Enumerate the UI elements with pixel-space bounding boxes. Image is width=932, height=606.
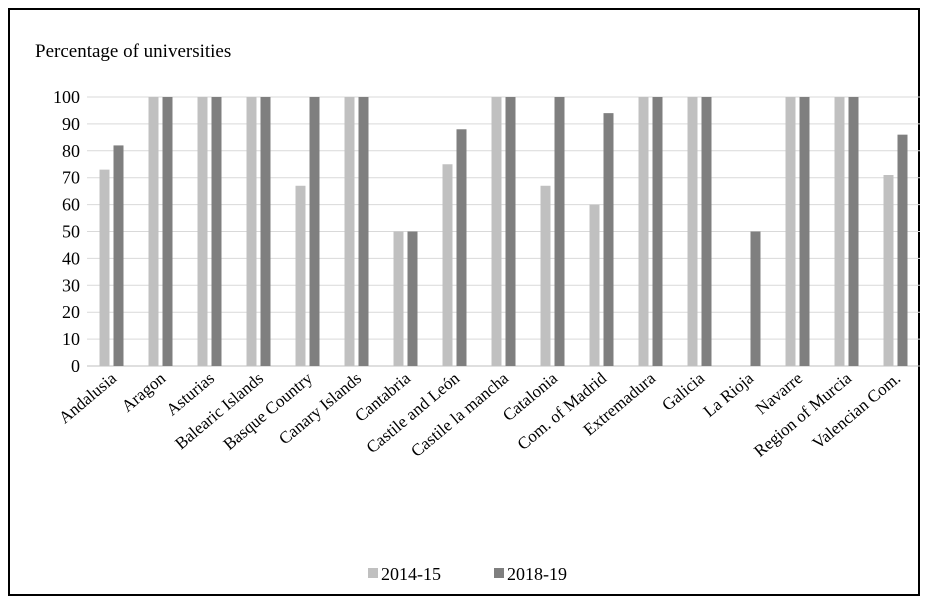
legend-label: 2018-19 [507, 564, 567, 584]
bar-2018-19-asturias [211, 97, 222, 366]
gridlines [87, 96, 920, 367]
bar-2018-19-catalonia [554, 97, 565, 366]
bar-2014-15-andalusia [99, 169, 110, 366]
bar-2014-15-balearic-islands [246, 97, 257, 366]
y-tick-label: 90 [62, 114, 80, 134]
x-tick-label: Andalusia [55, 368, 120, 427]
bar-2014-15-region-of-murcia [834, 97, 845, 366]
legend-label: 2014-15 [381, 564, 441, 584]
x-tick-label: La Rioja [700, 368, 758, 421]
bar-2018-19-com-of-madrid [603, 113, 614, 366]
bar-2018-19-la-rioja [750, 231, 761, 366]
bar-2014-15-com-of-madrid [589, 204, 600, 366]
bar-2014-15-castile-la-mancha [491, 97, 502, 366]
bar-2014-15-basque-country [295, 185, 306, 366]
bar-2018-19-navarre [799, 97, 810, 366]
bar-2014-15-cantabria [393, 231, 404, 366]
x-tick-label: Aragon [118, 368, 170, 416]
bar-2018-19-cantabria [407, 231, 418, 366]
bar-2014-15-navarre [785, 97, 796, 366]
y-tick-label: 0 [71, 356, 80, 376]
y-tick-label: 40 [62, 248, 80, 268]
bar-2014-15-castile-and-le-n [442, 164, 453, 366]
y-tick-label: 100 [53, 87, 80, 107]
bar-2014-15-galicia [687, 97, 698, 366]
y-tick-label: 60 [62, 195, 80, 215]
x-tick-label: Valencian Com. [809, 369, 904, 453]
bar-2018-19-valencian-com- [897, 134, 908, 366]
bar-2018-19-aragon [162, 97, 173, 366]
chart-title: Percentage of universities [35, 41, 231, 62]
y-tick-label: 80 [62, 141, 80, 161]
bar-2018-19-balearic-islands [260, 97, 271, 366]
y-tick-label: 10 [62, 329, 80, 349]
bar-2018-19-canary-islands [358, 97, 369, 366]
bar-2018-19-basque-country [309, 97, 320, 366]
legend: 2014-15 2018-19 [368, 564, 567, 584]
bars [99, 97, 908, 366]
bar-2014-15-canary-islands [344, 97, 355, 366]
bar-2018-19-andalusia [113, 145, 124, 366]
bar-2018-19-extremadura [652, 97, 663, 366]
bar-2018-19-castile-and-le-n [456, 129, 467, 366]
y-tick-label: 50 [62, 222, 80, 242]
legend-swatch [494, 568, 504, 578]
legend-swatch [368, 568, 378, 578]
y-tick-label: 70 [62, 168, 80, 188]
y-axis: 0 10 20 30 40 50 60 70 80 90 100 [53, 87, 80, 376]
bar-2014-15-aragon [148, 97, 159, 366]
bar-2018-19-region-of-murcia [848, 97, 859, 366]
y-tick-label: 20 [62, 302, 80, 322]
bar-2014-15-extremadura [638, 97, 649, 366]
bar-2018-19-castile-la-mancha [505, 97, 516, 366]
y-tick-label: 30 [62, 275, 80, 295]
bar-2014-15-catalonia [540, 185, 551, 366]
bar-2014-15-asturias [197, 97, 208, 366]
bar-2018-19-galicia [701, 97, 712, 366]
bar-2014-15-valencian-com- [883, 175, 894, 366]
